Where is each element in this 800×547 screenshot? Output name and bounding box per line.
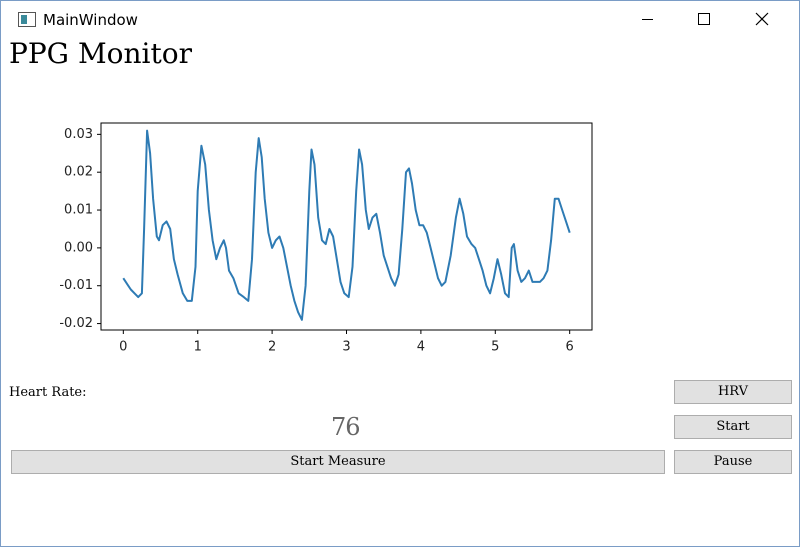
x-tick-label: 1 [194, 340, 202, 355]
heart-rate-value: 76 [331, 413, 361, 441]
x-tick-label: 3 [342, 340, 350, 355]
maximize-button[interactable] [681, 5, 727, 33]
y-tick-label: -0.01 [59, 278, 93, 293]
x-tick-label: 2 [268, 340, 276, 355]
x-tick-label: 0 [119, 340, 127, 355]
ppg-line [122, 129, 571, 321]
x-tick-label: 5 [491, 340, 499, 355]
y-tick-label: 0.01 [64, 203, 93, 218]
pause-button[interactable]: Pause [674, 450, 792, 474]
close-button[interactable] [739, 5, 785, 33]
hrv-button[interactable]: HRV [674, 380, 792, 404]
start-button[interactable]: Start [674, 415, 792, 439]
y-tick-label: 0.00 [64, 240, 93, 255]
app-title: PPG Monitor [9, 37, 192, 70]
y-tick-label: 0.03 [64, 127, 93, 142]
plot-frame [100, 122, 593, 331]
window-icon [18, 12, 36, 27]
minimize-button[interactable] [624, 5, 670, 33]
start-measure-button[interactable]: Start Measure [11, 450, 665, 474]
y-tick-label: 0.02 [64, 165, 93, 180]
x-tick-label: 4 [417, 340, 425, 355]
x-tick-label: 6 [566, 340, 574, 355]
window-title: MainWindow [43, 11, 138, 29]
heart-rate-label: Heart Rate: [9, 385, 87, 400]
ppg-chart: -0.02 -0.01 0.00 0.01 0.02 0.03 0 1 2 3 4 5 6 [59, 122, 593, 355]
y-tick-label: -0.02 [59, 316, 93, 331]
